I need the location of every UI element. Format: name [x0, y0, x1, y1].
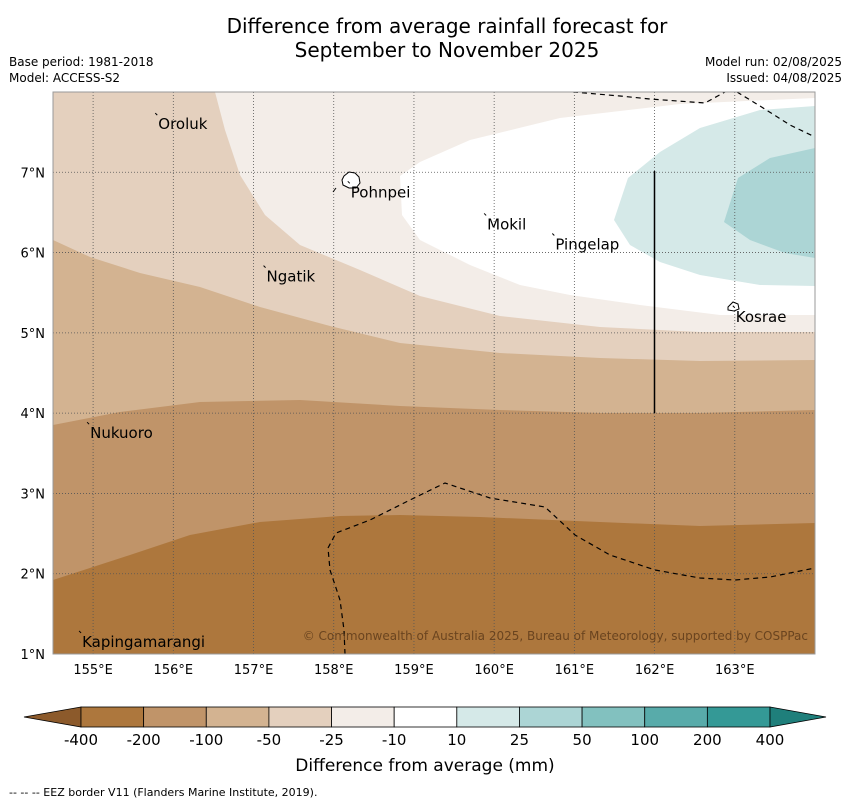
place-marker	[483, 213, 487, 216]
place-label-kosrae: Kosrae	[736, 308, 787, 326]
latitude-tick-labels: 1°N 2°N 3°N 4°N 5°N 6°N 7°N	[21, 166, 46, 663]
colorbar: -400 -200 -100 -50 -25 -10 10 25 50 100 200 400	[23, 706, 827, 749]
place-label-oroluk: Oroluk	[158, 115, 207, 133]
colorbar-segment	[205, 706, 270, 728]
colorbar-high-extension	[769, 706, 827, 728]
colorbar-tick-label: 25	[510, 731, 529, 749]
colorbar-segment	[393, 706, 458, 728]
colorbar-tick-label: -50	[257, 731, 282, 749]
colorbar-segment	[331, 706, 395, 728]
lon-tick-label: 159°E	[394, 663, 434, 678]
model-run: Model run: 02/08/2025	[704, 55, 842, 69]
colorbar-tick-label: -10	[382, 731, 407, 749]
place-marker	[732, 305, 736, 309]
colorbar-tick-label: 200	[693, 731, 722, 749]
colorbar-segment	[143, 706, 207, 728]
colorbar-segment	[519, 706, 583, 728]
lon-tick-label: 156°E	[154, 663, 194, 678]
colorbar-segment	[581, 706, 646, 728]
colorbar-title: Difference from average (mm)	[295, 756, 555, 776]
colorbar-segment	[706, 706, 771, 728]
place-label-ngatik: Ngatik	[267, 268, 316, 286]
place-label-pingelap: Pingelap	[555, 236, 619, 254]
place-labels: Oroluk Pohnpei Mokil Pingelap Kosrae Ngatik Nu…	[78, 112, 787, 651]
colorbar-tick-label: 100	[630, 731, 659, 749]
band-plus-50	[724, 148, 815, 258]
eez-border-north	[572, 92, 815, 138]
colorbar-segment	[456, 706, 520, 728]
lat-tick-label: 2°N	[21, 568, 46, 583]
issued-date: Issued: 04/08/2025	[726, 71, 842, 85]
eez-border-south	[327, 482, 815, 654]
colorbar-tick-label: 400	[756, 731, 785, 749]
lon-tick-label: 161°E	[555, 663, 595, 678]
colorbar-tick-label: -25	[319, 731, 344, 749]
eez-legend-note: -- -- -- EEZ border V11 (Flanders Marine…	[9, 786, 318, 799]
colorbar-segment	[80, 706, 145, 728]
place-label-kapingamarangi: Kapingamarangi	[82, 633, 205, 651]
lat-tick-label: 1°N	[21, 648, 46, 663]
place-marker	[551, 233, 555, 236]
colorbar-low-extension	[23, 706, 82, 728]
colorbar-tick-label: -200	[127, 731, 161, 749]
pohnpei-reef-mark	[332, 187, 337, 193]
rainfall-contours: Oroluk Pohnpei Mokil Pingelap Kosrae Ngatik Nu…	[53, 92, 815, 654]
colorbar-segment	[644, 706, 708, 728]
meta-left: Base period: 1981-2018 Model: ACCESS-S2	[9, 54, 154, 86]
colorbar-tick-label: -400	[64, 731, 98, 749]
lon-tick-label: 163°E	[715, 663, 755, 678]
longitude-tick-labels: 155°E 156°E 157°E 158°E 159°E 160°E 161°E 162°E…	[73, 663, 754, 678]
place-label-pohnpei: Pohnpei	[351, 183, 411, 201]
lon-tick-label: 162°E	[635, 663, 675, 678]
lat-tick-label: 6°N	[21, 247, 46, 262]
copyright-notice: © Commonwealth of Australia 2025, Bureau…	[303, 629, 808, 643]
place-marker	[347, 180, 351, 184]
model-name: Model: ACCESS-S2	[9, 71, 121, 85]
base-period: Base period: 1981-2018	[9, 55, 154, 69]
lat-tick-label: 4°N	[21, 407, 46, 422]
colorbar-tick-label: 10	[447, 731, 466, 749]
lat-tick-label: 3°N	[21, 487, 46, 502]
place-marker	[263, 265, 266, 268]
lon-tick-label: 160°E	[474, 663, 514, 678]
colorbar-segment	[268, 706, 332, 728]
lat-tick-label: 5°N	[21, 327, 46, 342]
lon-tick-label: 158°E	[314, 663, 354, 678]
title-line-2: September to November 2025	[294, 38, 600, 62]
map-title: Difference from average rainfall forecas…	[0, 14, 850, 62]
place-label-mokil: Mokil	[487, 215, 526, 233]
place-label-nukuoro: Nukuoro	[90, 424, 153, 442]
graticule	[53, 92, 815, 654]
place-marker	[86, 421, 90, 425]
pohnpei-island-outline	[341, 171, 361, 189]
map-frame	[52, 91, 816, 655]
lat-tick-label: 7°N	[21, 166, 46, 181]
colorbar-tick-label: -100	[189, 731, 223, 749]
title-line-1: Difference from average rainfall forecas…	[226, 14, 668, 38]
meta-right: Model run: 02/08/2025 Issued: 04/08/2025	[705, 54, 842, 86]
lon-tick-label: 155°E	[73, 663, 113, 678]
lon-tick-label: 157°E	[234, 663, 274, 678]
colorbar-tick-label: 50	[573, 731, 592, 749]
place-marker	[154, 112, 158, 116]
place-marker	[78, 630, 82, 634]
